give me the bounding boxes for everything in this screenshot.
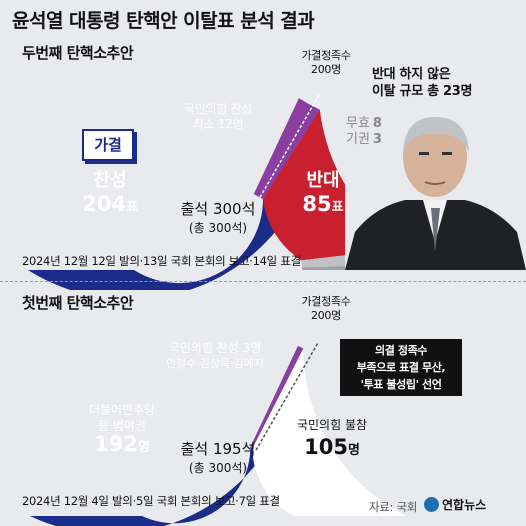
note-line3: '투표 불성립' 선언: [360, 378, 442, 391]
threshold-label: 가결정족수: [301, 49, 351, 62]
second-defect-note: 반대 하지 않은 이탈 규모 총 23명: [372, 66, 472, 100]
invalid-row: 무효 8: [346, 116, 382, 132]
opp-label-line2: 등 범야권: [98, 419, 146, 433]
invalid-value: 8: [372, 116, 382, 131]
page-title: 윤석열 대통령 탄핵안 이탈표 분석 결과: [12, 10, 315, 32]
no-label: 반대: [306, 170, 340, 191]
ppp-absent-unit: 명: [347, 443, 360, 458]
opp-label-line1: 더불어민주당: [88, 403, 156, 417]
attendance-label: 출석 300석: [180, 200, 256, 218]
section-divider: [0, 281, 526, 282]
source-label: 자료: 국회: [369, 500, 418, 514]
vote-failed-note: 의결 정족수 부족으로 표결 무산, '투표 불성립' 선언: [340, 339, 462, 396]
attendance-label: 출석 195석: [180, 440, 256, 458]
threshold-marker: [255, 342, 319, 451]
yes-label: 찬성: [93, 170, 127, 191]
second-attendance: 출석 300석 (총 300석): [163, 198, 273, 236]
first-opposition: 더불어민주당 등 범야권 192명: [72, 402, 172, 456]
ppp-yes-line1: 국민의힘 찬성 3명: [168, 341, 262, 355]
yes-segment: [28, 109, 320, 290]
note-line2: 부족으로 표결 무산,: [356, 361, 446, 374]
president-photo: [345, 112, 526, 270]
defect-note-line1: 반대 하지 않은: [372, 67, 451, 82]
abstain-row: 기권 3: [346, 132, 382, 148]
first-ppp-yes: 국민의힘 찬성 3명 안철수·김상욱·김예지: [150, 341, 280, 371]
threshold-value: 200명: [311, 309, 341, 322]
first-chart: [30, 342, 406, 526]
first-threshold: 가결정족수 200명: [286, 295, 366, 323]
yonhap-logo-icon: [424, 497, 439, 512]
yes-value: 204: [82, 192, 126, 216]
second-yes: 찬성 204표: [70, 166, 150, 216]
defect-note-line2: 이탈 규모 총 23명: [372, 84, 473, 99]
abstain-label: 기권: [346, 132, 370, 147]
first-heading: 첫번째 탄핵소추안: [22, 294, 134, 312]
ppp-absent-label: 국민의힘 불참: [296, 418, 368, 432]
ppp-yes-line1: 국민의힘 찬성: [184, 102, 252, 116]
first-attendance: 출석 195석 (총 300석): [163, 438, 273, 476]
total-seats: (총 300석): [188, 221, 248, 235]
second-invalid-abstain: 무효 8 기권 3: [346, 116, 382, 148]
second-no: 반대 85표: [286, 166, 360, 216]
first-ppp-absent: 국민의힘 불참 105명: [282, 416, 382, 459]
logo-text: 연합뉴스: [442, 498, 487, 512]
second-heading: 두번째 탄핵소추안: [22, 44, 134, 62]
opp-unit: 명: [137, 440, 150, 455]
abstain-value: 3: [372, 132, 382, 147]
ppp-absent-value: 105: [304, 435, 348, 459]
ppp-yes-line2: 최소 12명: [192, 117, 244, 131]
total-seats: (총 300석): [188, 461, 248, 475]
no-value: 85: [302, 192, 332, 216]
yes-unit: 표: [125, 200, 138, 215]
threshold-value: 200명: [311, 63, 341, 76]
second-threshold: 가결정족수 200명: [286, 49, 366, 77]
ppp-absent-segment: [252, 348, 406, 516]
pass-badge: 가결: [82, 129, 134, 161]
no-unit: 표: [331, 200, 344, 215]
yonhap-logo: 연합뉴스: [424, 496, 486, 513]
ppp-yes-line2: 안철수·김상욱·김예지: [165, 357, 265, 370]
second-schedule: 2024년 12월 12일 발의·13일 국회 본회의 보고·14일 표결: [22, 254, 301, 268]
invalid-label: 무효: [346, 116, 370, 131]
opp-value: 192: [94, 432, 138, 456]
second-ppp-yes: 국민의힘 찬성 최소 12명: [158, 102, 278, 132]
first-schedule: 2024년 12월 4일 발의·5일 국회 본회의 보고·7일 표결: [22, 494, 280, 508]
threshold-label: 가결정족수: [301, 295, 351, 308]
note-line1: 의결 정족수: [374, 344, 428, 357]
ppp-yes-segment: [250, 345, 304, 449]
